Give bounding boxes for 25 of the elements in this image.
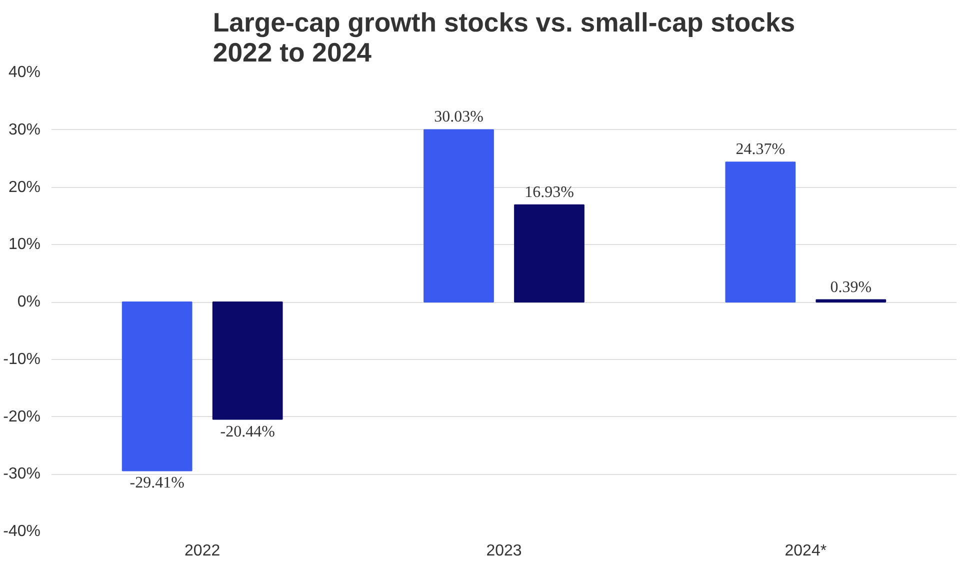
x-tick-label: 2024* [784,542,827,560]
data-label: -20.44% [220,423,275,440]
data-label: 0.39% [830,278,872,296]
bar [725,162,796,302]
y-tick-label: -20% [3,408,41,426]
data-label: 30.03% [434,108,484,126]
y-tick-label: 0% [17,294,40,310]
y-tick-label: 30% [8,121,41,138]
x-tick-label: 2022 [184,542,220,560]
data-label: 16.93% [524,184,574,201]
bar [212,302,283,420]
data-label: 24.37% [736,141,786,158]
y-tick-label: 40% [8,64,41,81]
x-tick-label: 2023 [486,542,522,560]
y-tick-label: -30% [3,466,41,483]
chart-title: Large-cap growth stocks vs. small-cap stocks 2022 to 2024 [212,8,796,68]
y-tick-label: -40% [3,523,41,540]
bar [514,204,584,302]
y-tick-label: 10% [8,236,41,254]
bar [424,129,494,302]
bar [816,299,886,302]
y-tick-label: 20% [8,178,41,196]
y-tick-label: -10% [3,350,41,368]
data-label: -29.41% [130,474,184,492]
bar [122,302,192,472]
